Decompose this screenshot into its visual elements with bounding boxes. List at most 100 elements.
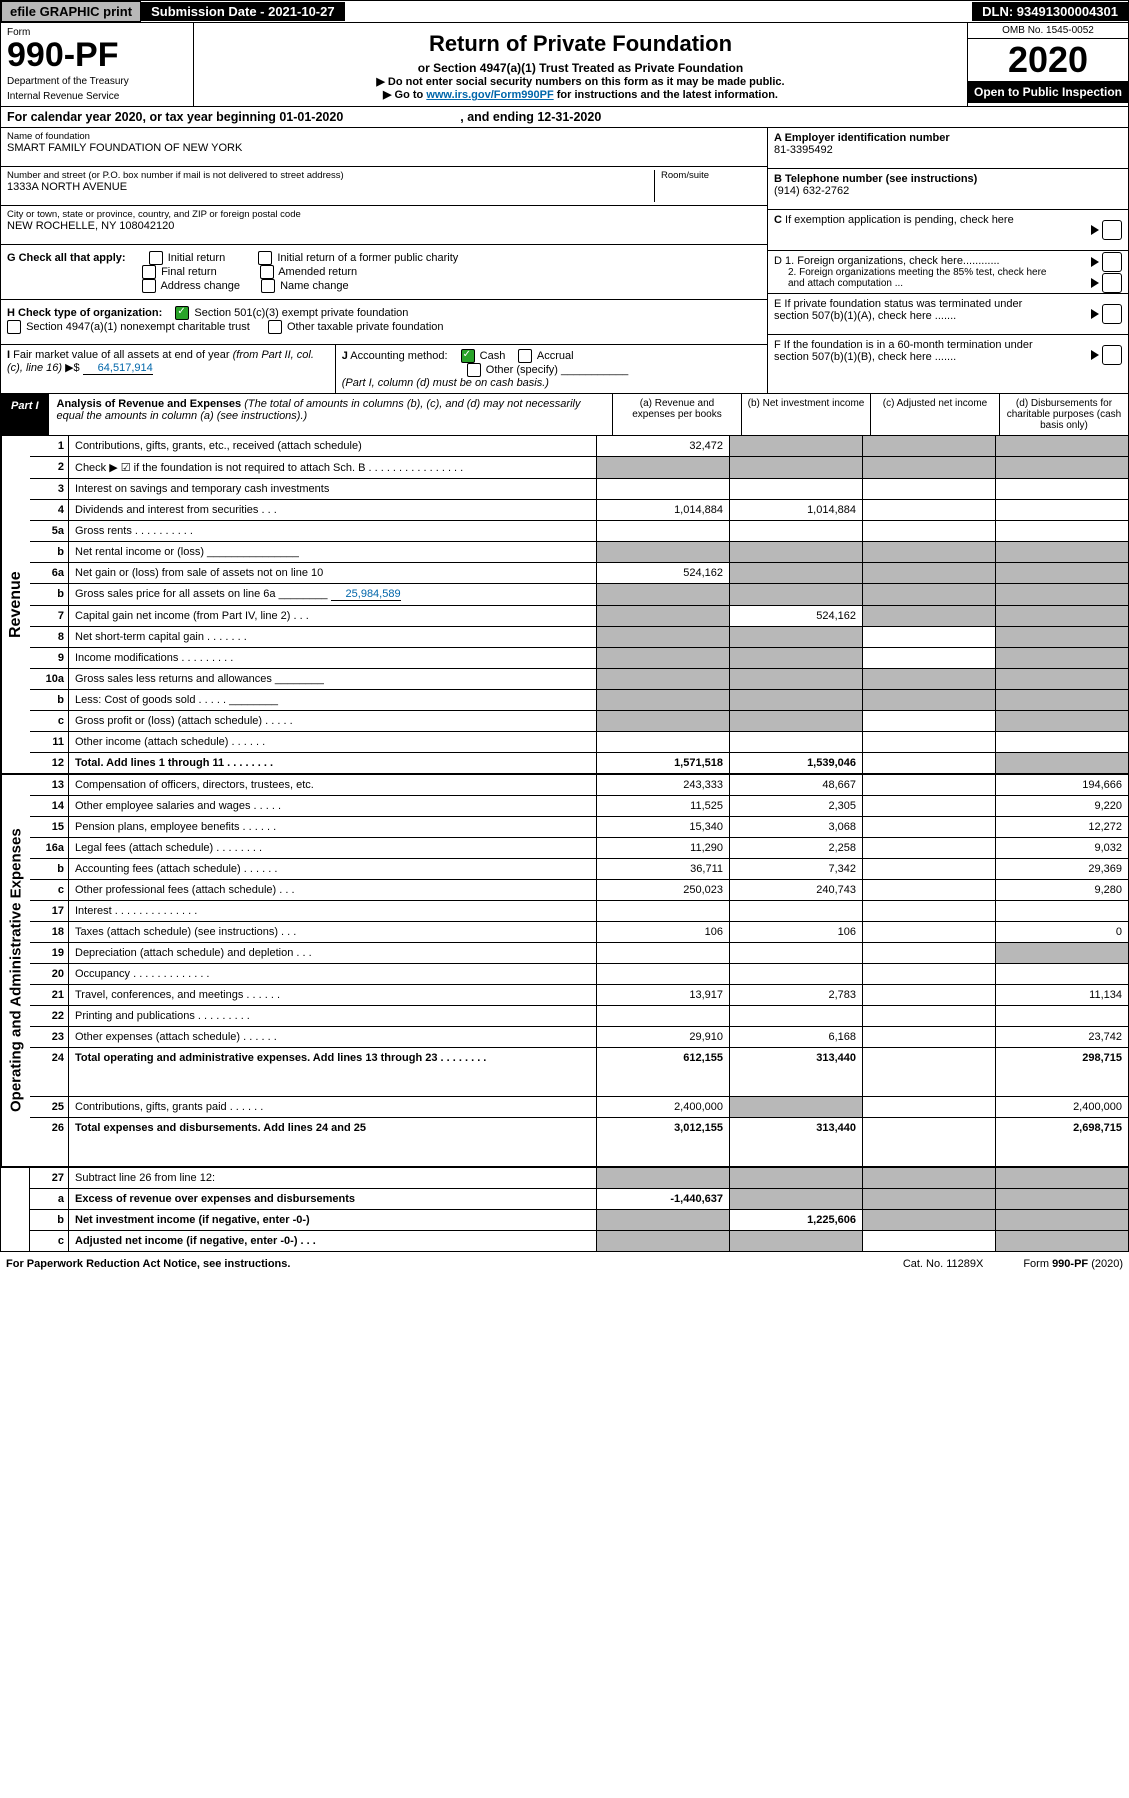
c-label: C If exemption application is pending, c… [774,214,1014,226]
table-row: 3Interest on savings and temporary cash … [30,478,1128,499]
year-box: OMB No. 1545-0052 2020 Open to Public In… [967,23,1128,106]
chk-other-method[interactable] [467,363,481,377]
footer-left: For Paperwork Reduction Act Notice, see … [6,1258,290,1270]
table-row: 15Pension plans, employee benefits . . .… [30,816,1128,837]
note-ssn: ▶ Do not enter social security numbers o… [198,75,963,88]
table-row: 11Other income (attach schedule) . . . .… [30,731,1128,752]
name-label: Name of foundation [7,131,761,142]
calendar-year-row: For calendar year 2020, or tax year begi… [0,107,1129,128]
chk-c[interactable] [1102,220,1122,240]
h-label: H Check type of organization: [7,307,162,319]
table-row: 6aNet gain or (loss) from sale of assets… [30,562,1128,583]
table-row: 21Travel, conferences, and meetings . . … [30,984,1128,1005]
f-label: F If the foundation is in a 60-month ter… [774,339,1054,363]
table-row: 17Interest . . . . . . . . . . . . . . [30,900,1128,921]
table-row: 24Total operating and administrative exp… [30,1047,1128,1096]
col-c-header: (c) Adjusted net income [870,394,999,435]
chk-name[interactable] [261,279,275,293]
form-subtitle: or Section 4947(a)(1) Trust Treated as P… [198,61,963,75]
arrow-icon [1091,257,1099,267]
note-link: ▶ Go to www.irs.gov/Form990PF for instru… [198,88,963,101]
top-bar: efile GRAPHIC print Submission Date - 20… [0,0,1129,23]
table-row: bAccounting fees (attach schedule) . . .… [30,858,1128,879]
chk-initial-charity[interactable] [258,251,272,265]
form-title: Return of Private Foundation [198,31,963,57]
table-row: bLess: Cost of goods sold . . . . . ____… [30,689,1128,710]
table-row: cAdjusted net income (if negative, enter… [30,1230,1128,1251]
chk-f[interactable] [1102,345,1122,365]
table-row: 4Dividends and interest from securities … [30,499,1128,520]
e-label: E If private foundation status was termi… [774,298,1054,322]
tax-year: 2020 [968,39,1128,81]
j-note: (Part I, column (d) must be on cash basi… [342,377,549,389]
table-row: cOther professional fees (attach schedul… [30,879,1128,900]
submission-date: Submission Date - 2021-10-27 [141,2,345,21]
chk-address[interactable] [142,279,156,293]
expenses-side-label: Operating and Administrative Expenses [1,775,30,1166]
table-row: bGross sales price for all assets on lin… [30,583,1128,605]
efile-print-button[interactable]: efile GRAPHIC print [1,1,141,22]
table-row: 9Income modifications . . . . . . . . . [30,647,1128,668]
chk-other-taxable[interactable] [268,320,282,334]
table-row: 26Total expenses and disbursements. Add … [30,1117,1128,1166]
addr-label: Number and street (or P.O. box number if… [7,170,654,181]
table-row: 10aGross sales less returns and allowanc… [30,668,1128,689]
revenue-side-label: Revenue [1,436,30,773]
table-row: 27Subtract line 26 from line 12: [30,1168,1128,1188]
i-label: I Fair market value of all assets at end… [7,349,314,374]
g-label: G Check all that apply: [7,252,126,264]
chk-4947[interactable] [7,320,21,334]
table-row: 8Net short-term capital gain . . . . . .… [30,626,1128,647]
col-a-header: (a) Revenue and expenses per books [612,394,741,435]
col-d-header: (d) Disbursements for charitable purpose… [999,394,1128,435]
table-row: 23Other expenses (attach schedule) . . .… [30,1026,1128,1047]
part1-title: Analysis of Revenue and Expenses (The to… [49,394,612,435]
dept-treasury: Department of the Treasury [7,76,187,87]
fmv-value: 64,517,914 [83,362,153,375]
chk-initial[interactable] [149,251,163,265]
title-box: Return of Private Foundation or Section … [194,23,967,106]
chk-cash[interactable] [461,349,475,363]
tel-label: B Telephone number (see instructions) [774,173,977,185]
city-label: City or town, state or province, country… [7,209,761,220]
chk-accrual[interactable] [518,349,532,363]
table-row: 2Check ▶ ☑ if the foundation is not requ… [30,456,1128,478]
city-state-zip: NEW ROCHELLE, NY 108042120 [7,220,761,232]
table-row: 19Depreciation (attach schedule) and dep… [30,942,1128,963]
table-row: 14Other employee salaries and wages . . … [30,795,1128,816]
table-row: 5aGross rents . . . . . . . . . . [30,520,1128,541]
chk-501c3[interactable] [175,306,189,320]
foundation-name: SMART FAMILY FOUNDATION OF NEW YORK [7,142,761,154]
chk-e[interactable] [1102,304,1122,324]
arrow-icon [1091,350,1099,360]
table-row: 12Total. Add lines 1 through 11 . . . . … [30,752,1128,773]
table-row: 1Contributions, gifts, grants, etc., rec… [30,436,1128,456]
table-row: 20Occupancy . . . . . . . . . . . . . [30,963,1128,984]
j-label: J Accounting method: [342,350,448,362]
chk-d1[interactable] [1102,252,1122,272]
arrow-icon [1091,225,1099,235]
footer-form: Form 990-PF (2020) [1023,1258,1123,1270]
table-row: bNet rental income or (loss) ___________… [30,541,1128,562]
table-row: cGross profit or (loss) (attach schedule… [30,710,1128,731]
chk-d2[interactable] [1102,273,1122,293]
table-row: 7Capital gain net income (from Part IV, … [30,605,1128,626]
instructions-link[interactable]: www.irs.gov/Form990PF [426,89,553,101]
footer-cat: Cat. No. 11289X [903,1258,984,1270]
table-row: 13Compensation of officers, directors, t… [30,775,1128,795]
part1-label: Part I [1,394,49,435]
d1-label: D 1. Foreign organizations, check here..… [774,255,1000,267]
table-row: aExcess of revenue over expenses and dis… [30,1188,1128,1209]
d2-label: 2. Foreign organizations meeting the 85%… [788,267,1048,289]
address: 1333A NORTH AVENUE [7,181,654,193]
room-label: Room/suite [661,170,761,181]
arrow-icon [1091,309,1099,319]
form-box: Form 990-PF Department of the Treasury I… [1,23,194,106]
dept-irs: Internal Revenue Service [7,91,187,102]
chk-final[interactable] [142,265,156,279]
table-row: bNet investment income (if negative, ent… [30,1209,1128,1230]
chk-amended[interactable] [260,265,274,279]
form-number: 990-PF [7,38,187,72]
col-b-header: (b) Net investment income [741,394,870,435]
table-row: 16aLegal fees (attach schedule) . . . . … [30,837,1128,858]
